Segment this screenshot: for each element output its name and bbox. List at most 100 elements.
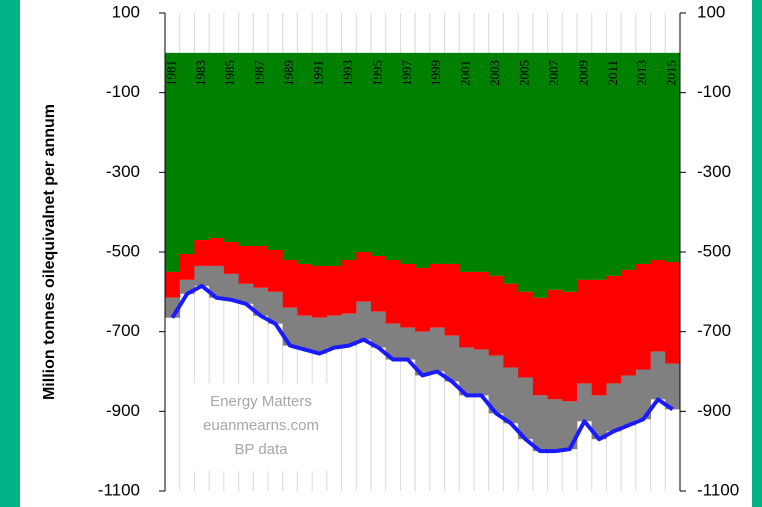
bar-segment	[532, 395, 548, 452]
bar-segment	[312, 265, 328, 318]
bar-segment	[606, 52, 622, 276]
annotation: Energy Matters	[210, 393, 312, 410]
x-tick-label: 1987	[252, 60, 267, 87]
bar-segment	[282, 259, 298, 308]
y-tick-label: -700	[106, 321, 140, 340]
y2-tick-label: -1100	[697, 480, 739, 499]
bar-segment	[635, 369, 651, 420]
bar-segment	[282, 52, 298, 260]
bar-segment	[415, 267, 431, 332]
bar-segment	[650, 351, 666, 400]
x-tick-label: 1991	[310, 60, 325, 86]
x-tick-label: 1983	[193, 60, 208, 86]
x-tick-label: 1989	[281, 60, 296, 86]
bar-segment	[459, 271, 475, 348]
bar-segment	[238, 246, 254, 284]
bar-segment	[356, 301, 372, 340]
bar-segment	[371, 52, 387, 256]
y-tick-label: -900	[106, 401, 140, 420]
y-tick-label: -1100	[98, 480, 140, 499]
bar-segment	[268, 291, 284, 324]
bar-segment	[371, 255, 387, 312]
bar-segment	[282, 307, 298, 346]
bar-segment	[577, 279, 593, 384]
bar-segment	[474, 271, 490, 350]
bar-segment	[547, 399, 563, 452]
bar-segment	[606, 383, 622, 432]
bar-segment	[621, 52, 637, 270]
bar-segment	[209, 52, 225, 239]
x-tick-label: 2009	[575, 60, 590, 86]
bar-segment	[562, 291, 578, 402]
x-tick-label: 1985	[222, 60, 237, 86]
bar-segment	[474, 349, 490, 396]
bar-segment	[621, 269, 637, 376]
bar-segment	[341, 313, 357, 346]
x-tick-label: 2003	[487, 60, 502, 86]
bar-segment	[238, 52, 254, 247]
bar-segment	[459, 347, 475, 396]
y-tick-label: -300	[106, 162, 140, 181]
y-tick-label: 100	[112, 2, 140, 21]
bar-segment	[503, 283, 519, 368]
bar-segment	[503, 52, 519, 284]
bar-segment	[665, 261, 681, 364]
bar-segment	[371, 311, 387, 348]
bar-segment	[385, 259, 401, 324]
bar-segment	[635, 52, 651, 264]
bar-segment	[253, 52, 269, 247]
x-tick-label: 2013	[634, 60, 649, 86]
bar-segment	[591, 52, 607, 280]
bar-segment	[488, 275, 504, 356]
bar-segment	[356, 252, 372, 302]
line	[170, 283, 674, 454]
bar-segment	[194, 240, 210, 266]
bar-segment	[223, 273, 239, 300]
bar-segment	[341, 259, 357, 314]
bar-segment	[503, 367, 519, 424]
bar-segment	[547, 289, 563, 400]
x-tick-label: 2011	[605, 60, 620, 86]
bar-segment	[268, 52, 284, 251]
bar-segment	[297, 263, 313, 316]
y2-tick-label: -100	[697, 82, 731, 101]
bar-segment	[165, 52, 181, 272]
y2-tick-label: -500	[697, 241, 731, 260]
bar-segment	[665, 363, 681, 410]
bar-segment	[621, 375, 637, 426]
bar-segment	[429, 52, 445, 264]
bar-segment	[488, 52, 504, 276]
bar-segment	[268, 250, 284, 292]
bar-segment	[400, 52, 416, 264]
bar-segment	[297, 52, 313, 264]
y2-tick-label: -900	[697, 401, 731, 420]
bar-segment	[488, 355, 504, 414]
bar-segment	[385, 323, 401, 360]
bar-segment	[429, 327, 445, 372]
bar-segment	[165, 271, 181, 298]
bar-segment	[665, 52, 681, 262]
bar-segment	[385, 52, 401, 260]
x-tick-label: 1997	[399, 60, 414, 87]
y-axis-label: Million tonnes oilequivalnet per annum	[41, 104, 58, 400]
bar-segment	[518, 291, 534, 378]
bar-segment	[312, 317, 328, 354]
bar-segment	[223, 242, 239, 274]
bar-segment	[223, 52, 239, 243]
bar-segment	[253, 287, 269, 316]
bar-segment	[415, 52, 431, 268]
bar-segment	[179, 52, 195, 254]
y2-tick-label: -300	[697, 162, 731, 181]
x-tick-label: 2007	[546, 60, 561, 87]
x-tick-label: 1993	[340, 60, 355, 86]
bar-segment	[194, 52, 210, 241]
overlay: 100 -100 -300 -500 -700 -900 -1100 100 -100 -300 -…	[98, 2, 739, 499]
bar-segment	[562, 52, 578, 292]
bar-segment	[591, 279, 607, 396]
y-tick-label: -100	[106, 82, 140, 101]
bar-segment	[532, 52, 548, 298]
y2-tick-label: -700	[697, 321, 731, 340]
annotation: euanmearns.com	[203, 417, 319, 434]
x-tick-label: 1999	[428, 60, 443, 86]
